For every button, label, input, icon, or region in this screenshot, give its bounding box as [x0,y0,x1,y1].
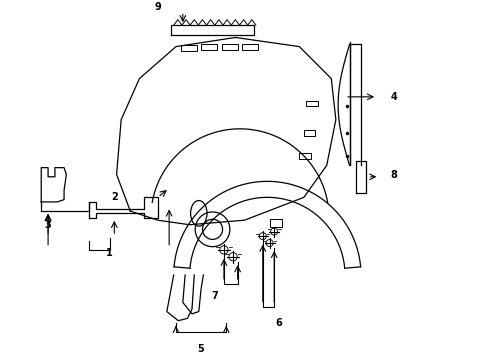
Text: 7: 7 [211,291,218,301]
Text: 9: 9 [154,3,161,12]
Bar [299,153,310,158]
Text: 4: 4 [390,92,397,102]
Text: 8: 8 [390,170,397,180]
Bar [180,45,196,51]
Bar [269,219,282,227]
Text: 3: 3 [44,220,51,230]
Text: 5: 5 [197,343,204,354]
Text: 2: 2 [111,192,118,202]
Bar [242,44,258,50]
Bar [305,100,317,106]
Text: 1: 1 [106,248,113,258]
Bar [221,44,237,50]
Bar [303,130,315,136]
Bar [201,44,217,50]
Text: 6: 6 [275,318,282,328]
